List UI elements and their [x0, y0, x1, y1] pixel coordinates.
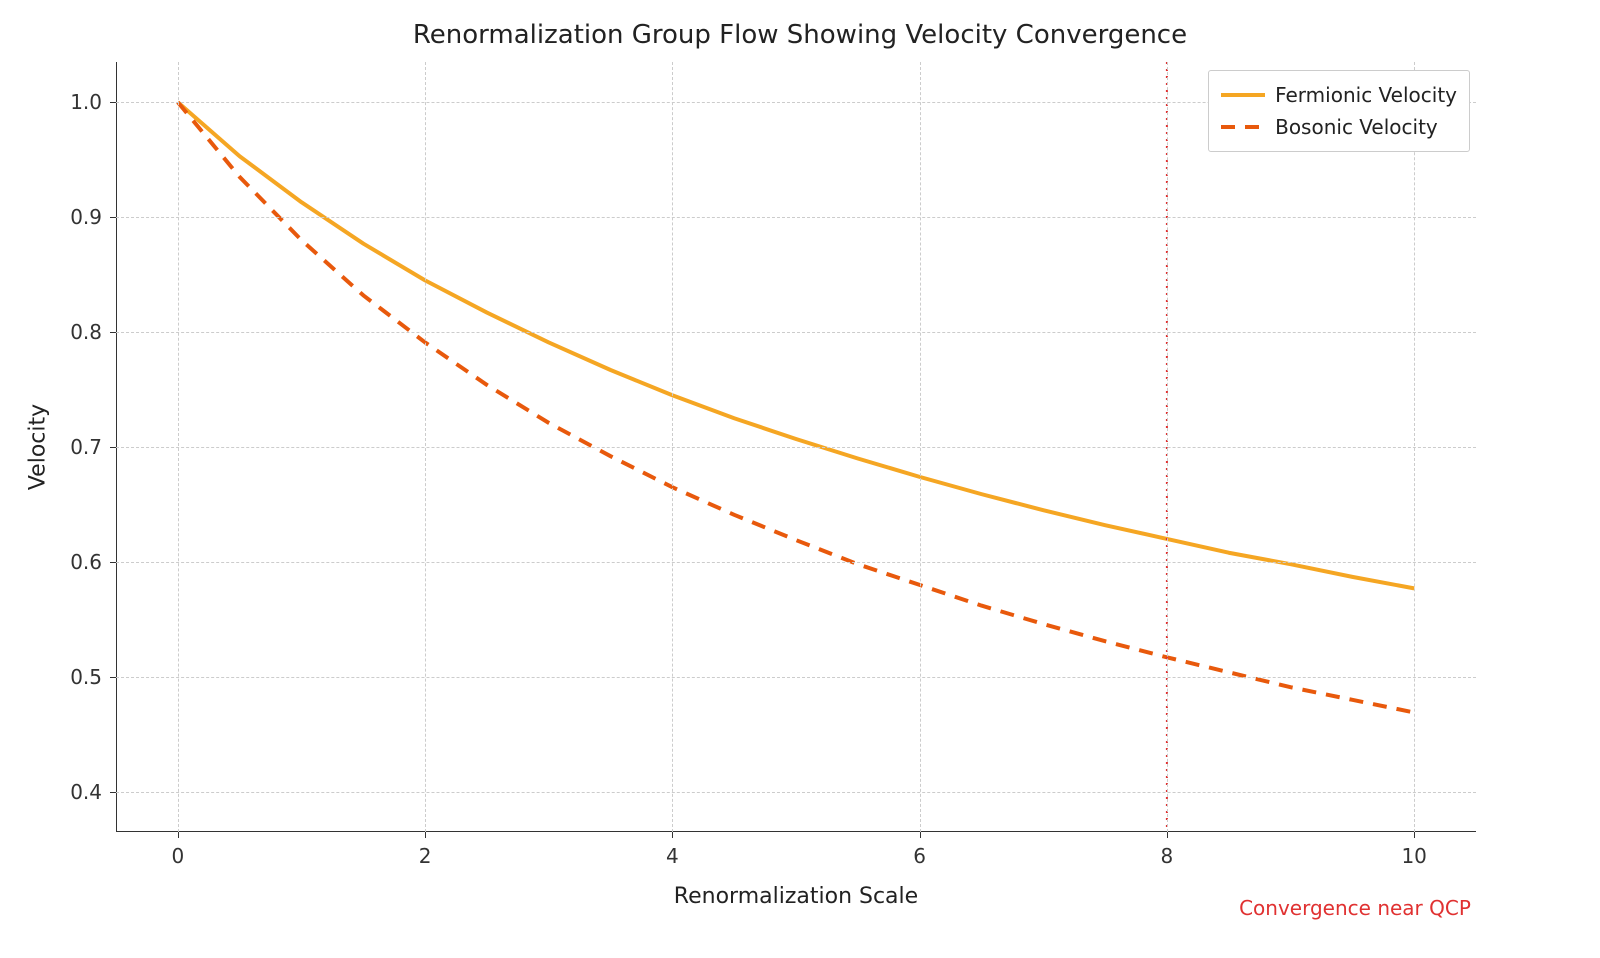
x-tick-label: 6	[913, 844, 926, 868]
y-tick-label: 0.4	[70, 780, 102, 804]
y-tick-label: 0.6	[70, 550, 102, 574]
x-tick-mark	[1414, 832, 1415, 838]
y-tick-mark	[110, 102, 116, 103]
legend-label-bosonic: Bosonic Velocity	[1275, 111, 1438, 143]
legend-item-fermionic: Fermionic Velocity	[1221, 79, 1457, 111]
y-tick-label: 0.8	[70, 320, 102, 344]
y-tick-label: 0.5	[70, 665, 102, 689]
y-tick-mark	[110, 677, 116, 678]
y-tick-label: 0.7	[70, 435, 102, 459]
x-tick-mark	[1167, 832, 1168, 838]
series-bosonic	[178, 102, 1414, 712]
x-tick-mark	[920, 832, 921, 838]
x-tick-mark	[672, 832, 673, 838]
legend-swatch-fermionic	[1221, 88, 1265, 102]
plot-area	[116, 62, 1476, 832]
y-tick-label: 0.9	[70, 205, 102, 229]
x-tick-label: 8	[1161, 844, 1174, 868]
legend-item-bosonic: Bosonic Velocity	[1221, 111, 1457, 143]
legend-swatch-bosonic	[1221, 120, 1265, 134]
series-fermionic	[178, 102, 1414, 588]
y-tick-mark	[110, 217, 116, 218]
grid-line-horizontal	[116, 677, 1476, 678]
y-tick-mark	[110, 562, 116, 563]
x-tick-label: 2	[419, 844, 432, 868]
x-tick-label: 10	[1401, 844, 1426, 868]
x-axis-label: Renormalization Scale	[674, 884, 918, 909]
qcp-annotation: Convergence near QCP	[1239, 896, 1471, 920]
grid-line-horizontal	[116, 792, 1476, 793]
grid-line-horizontal	[116, 562, 1476, 563]
y-axis-label: Velocity	[26, 404, 51, 490]
y-tick-label: 1.0	[70, 90, 102, 114]
chart-title: Renormalization Group Flow Showing Veloc…	[0, 20, 1600, 50]
y-tick-mark	[110, 332, 116, 333]
figure: Renormalization Group Flow Showing Veloc…	[0, 0, 1600, 958]
x-tick-mark	[178, 832, 179, 838]
legend: Fermionic VelocityBosonic Velocity	[1208, 70, 1470, 152]
y-tick-mark	[110, 447, 116, 448]
legend-label-fermionic: Fermionic Velocity	[1275, 79, 1457, 111]
grid-line-horizontal	[116, 217, 1476, 218]
grid-line-horizontal	[116, 447, 1476, 448]
x-tick-label: 4	[666, 844, 679, 868]
y-tick-mark	[110, 792, 116, 793]
grid-line-horizontal	[116, 332, 1476, 333]
x-tick-mark	[425, 832, 426, 838]
x-tick-label: 0	[171, 844, 184, 868]
